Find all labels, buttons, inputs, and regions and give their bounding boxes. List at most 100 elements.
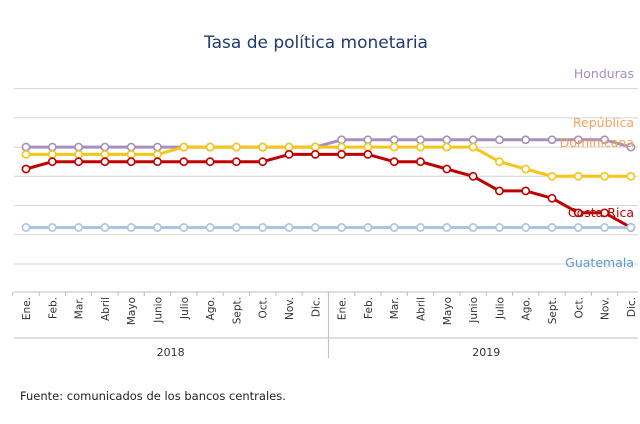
series-line [25, 152, 632, 229]
data-point [494, 223, 504, 232]
data-point [600, 135, 609, 145]
data-point [626, 223, 636, 232]
x-tick-label: Julio [494, 297, 506, 320]
data-point [389, 142, 399, 152]
x-tick-label: Nov. [284, 297, 296, 320]
data-point [363, 142, 373, 152]
x-tick-label: Abril [100, 297, 112, 321]
data-point [153, 142, 162, 152]
x-tick-label: Oct. [573, 297, 585, 319]
x-tick-label: Ene. [21, 297, 33, 320]
data-point [74, 142, 83, 152]
data-point [494, 135, 504, 145]
year-label: 2018 [157, 346, 185, 359]
data-point [258, 223, 268, 232]
data-point [21, 164, 31, 174]
data-point [47, 142, 57, 152]
data-point [100, 149, 110, 159]
x-tick-label: Mayo [442, 297, 454, 325]
data-point [205, 157, 215, 167]
data-point [521, 135, 531, 145]
data-point [258, 157, 268, 167]
data-point [310, 149, 320, 159]
data-point [310, 223, 320, 232]
data-point [416, 223, 425, 232]
x-tick-label: Ago. [521, 297, 533, 320]
data-point [205, 223, 215, 232]
x-tick-label: Mayo [126, 297, 138, 325]
data-point [258, 142, 268, 152]
data-point [153, 157, 162, 167]
data-point [573, 208, 583, 218]
data-point [547, 193, 557, 203]
x-tick-label: Sept. [547, 297, 559, 324]
data-point [573, 135, 583, 145]
data-point [284, 149, 294, 159]
data-point [153, 149, 162, 159]
data-point [363, 223, 373, 232]
data-point [416, 142, 425, 152]
data-point [442, 135, 452, 145]
data-point [231, 157, 241, 167]
x-tick-label: Feb. [363, 297, 375, 319]
data-point [100, 142, 110, 152]
x-tick-label: Sept. [231, 297, 243, 324]
data-point [468, 171, 478, 181]
data-point [100, 157, 110, 167]
data-point [74, 223, 83, 232]
data-point [337, 149, 346, 159]
x-tick-label: Ene. [337, 297, 349, 320]
data-point [442, 164, 452, 174]
data-point [363, 135, 373, 145]
series-república-dominicana: República Dominicana [21, 115, 636, 181]
series-guatemala: Guatemala [21, 223, 636, 270]
data-point [179, 223, 189, 232]
data-point [468, 135, 478, 145]
data-point [74, 157, 83, 167]
data-point [547, 171, 557, 181]
data-point [442, 223, 452, 232]
x-tick-label: Ago. [205, 297, 217, 320]
data-point [600, 171, 609, 181]
x-tick-label: Julio [179, 297, 191, 320]
data-point [521, 186, 531, 196]
data-point [231, 142, 241, 152]
data-point [521, 164, 531, 174]
data-point [205, 142, 215, 152]
data-point [231, 223, 241, 232]
series-label: Dominicana [560, 135, 634, 150]
data-point [47, 223, 57, 232]
series-label: Honduras [574, 66, 634, 81]
x-tick-label: Dic. [310, 297, 322, 317]
data-point [153, 223, 162, 232]
data-point [363, 149, 373, 159]
data-point [284, 223, 294, 232]
data-point [47, 157, 57, 167]
x-axis: Ene. Feb. Mar. Abril Mayo Junio Julio Ago. Sept.… [12, 291, 638, 359]
data-point [416, 157, 425, 167]
series-group: Honduras República Dominicana Costa Rica Gua… [21, 66, 636, 270]
series-label: Costa Rica [568, 205, 634, 220]
x-tick-label: Junio [153, 297, 165, 324]
series-label: República [573, 115, 634, 130]
data-point [126, 157, 136, 167]
x-tick-label: Feb. [47, 297, 59, 319]
x-tick-label: Mar. [389, 297, 401, 319]
data-point [126, 149, 136, 159]
data-point [600, 223, 609, 232]
data-point [389, 135, 399, 145]
data-point [310, 142, 320, 152]
data-point [74, 149, 83, 159]
data-point [600, 208, 609, 218]
year-label: 2019 [472, 346, 500, 359]
x-tick-label: Junio [468, 297, 480, 324]
data-point [47, 149, 57, 159]
x-tick-label: Oct. [258, 297, 270, 319]
data-point [573, 223, 583, 232]
data-point [337, 142, 346, 152]
data-point [494, 186, 504, 196]
data-point [337, 135, 346, 145]
data-point [573, 171, 583, 181]
data-point [468, 223, 478, 232]
